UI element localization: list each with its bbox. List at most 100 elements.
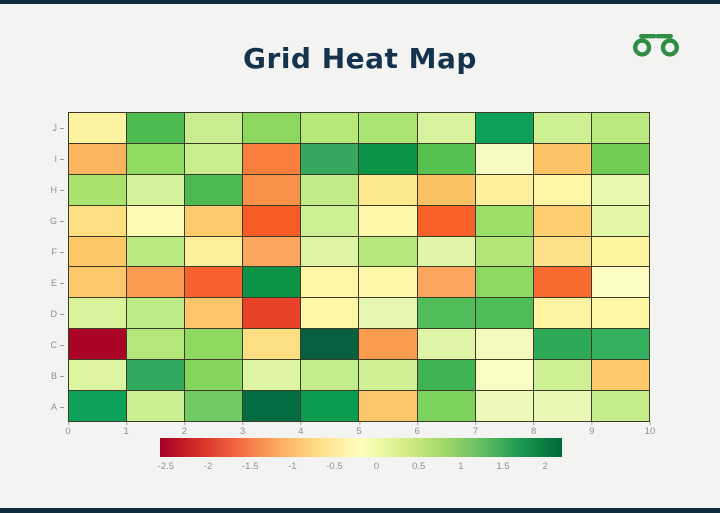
heatmap-cell-D7 <box>417 298 475 329</box>
x-tick-label-8: 8 <box>530 422 537 437</box>
x-tick-label-9: 9 <box>589 422 595 437</box>
heatmap-cell-A8 <box>475 391 533 421</box>
colorbar-tick--2.5: -2.5 <box>157 461 175 472</box>
colorbar-tick--1: -1 <box>288 461 297 472</box>
heatmap-cell-F3 <box>185 236 243 267</box>
heatmap-cell-H3 <box>185 174 243 205</box>
x-tick-label-3: 3 <box>239 422 246 437</box>
heatmap-cell-G3 <box>185 205 243 236</box>
colorbar-tick-1: 1 <box>458 461 464 472</box>
heatmap-cell-A3 <box>185 391 243 421</box>
heatmap-cell-C5 <box>301 329 359 360</box>
heatmap-cell-C1 <box>69 329 127 360</box>
x-tick-label-5: 5 <box>356 422 362 437</box>
heatmap-cell-F7 <box>417 236 475 267</box>
y-tick-label-C: C <box>40 329 64 360</box>
heatmap-cell-G9 <box>533 205 591 236</box>
y-tick-label-H: H <box>40 174 64 205</box>
x-tick-label-0: 0 <box>65 422 71 437</box>
y-tick-label-G: G <box>40 205 64 236</box>
y-tick-label-A: A <box>40 391 64 422</box>
heatmap-cell-I9 <box>533 143 591 174</box>
heatmap-cell-C6 <box>359 329 417 360</box>
heatmap-cell-B8 <box>475 360 533 391</box>
heatmap-cell-F8 <box>475 236 533 267</box>
heatmap-cell-F5 <box>301 236 359 267</box>
y-tick-label-I: I <box>40 143 64 174</box>
heatmap-cell-C4 <box>243 329 301 360</box>
heatmap-cell-H8 <box>475 174 533 205</box>
heatmap-cell-A10 <box>591 391 649 421</box>
heatmap-cell-I2 <box>127 143 185 174</box>
heatmap-cell-J4 <box>243 113 301 143</box>
x-tick-label-10: 10 <box>644 422 656 437</box>
y-tick-label-D: D <box>40 298 64 329</box>
heatmap-cell-A6 <box>359 391 417 421</box>
y-tick-label-J: J <box>40 112 64 143</box>
heatmap-cell-C10 <box>591 329 649 360</box>
heatmap-grid <box>68 112 650 422</box>
heatmap-cell-J7 <box>417 113 475 143</box>
heatmap-cell-G4 <box>243 205 301 236</box>
y-tick-label-F: F <box>40 236 64 267</box>
heatmap-cell-J8 <box>475 113 533 143</box>
heatmap-cell-B10 <box>591 360 649 391</box>
heatmap-cell-G1 <box>69 205 127 236</box>
heatmap-cell-A9 <box>533 391 591 421</box>
heatmap-cell-G7 <box>417 205 475 236</box>
bottom-accent-bar <box>0 508 720 513</box>
heatmap-cell-F9 <box>533 236 591 267</box>
heatmap-cell-A4 <box>243 391 301 421</box>
heatmap-cell-H1 <box>69 174 127 205</box>
heatmap-cell-C8 <box>475 329 533 360</box>
colorbar-tick-2: 2 <box>542 461 548 472</box>
heatmap-cell-F1 <box>69 236 127 267</box>
heatmap-cell-B2 <box>127 360 185 391</box>
heatmap-cell-A5 <box>301 391 359 421</box>
heatmap-cell-D8 <box>475 298 533 329</box>
y-tick-label-E: E <box>40 267 64 298</box>
x-tick-label-2: 2 <box>181 422 188 437</box>
heatmap-cell-J2 <box>127 113 185 143</box>
heatmap-cell-E5 <box>301 267 359 298</box>
heatmap-cell-D3 <box>185 298 243 329</box>
heatmap-cell-D2 <box>127 298 185 329</box>
heatmap-cell-I3 <box>185 143 243 174</box>
top-accent-bar <box>0 0 720 4</box>
heatmap-cell-E7 <box>417 267 475 298</box>
heatmap-cell-D1 <box>69 298 127 329</box>
heatmap-cell-J9 <box>533 113 591 143</box>
page-title: Grid Heat Map <box>243 42 477 75</box>
x-tick-label-6: 6 <box>414 422 420 437</box>
heatmap-cell-I1 <box>69 143 127 174</box>
heatmap-cell-E2 <box>127 267 185 298</box>
heatmap-cell-E1 <box>69 267 127 298</box>
colorbar-tick--1.5: -1.5 <box>241 461 259 472</box>
heatmap-cell-A1 <box>69 391 127 421</box>
heatmap-cell-H9 <box>533 174 591 205</box>
heatmap-cell-C2 <box>127 329 185 360</box>
heatmap-cell-B7 <box>417 360 475 391</box>
heatmap-cell-F6 <box>359 236 417 267</box>
heatmap-cell-A2 <box>127 391 185 421</box>
heatmap-cell-J5 <box>301 113 359 143</box>
heatmap-cell-E10 <box>591 267 649 298</box>
heatmap-cell-H6 <box>359 174 417 205</box>
heatmap-cell-G6 <box>359 205 417 236</box>
heatmap-cell-E6 <box>359 267 417 298</box>
colorbar-tick--2: -2 <box>203 461 213 472</box>
heatmap-cell-H5 <box>301 174 359 205</box>
heatmap-cell-G8 <box>475 205 533 236</box>
heatmap-cell-D10 <box>591 298 649 329</box>
colorbar-tick-labels: -2.5 -2 -1.5 -1 -0.5 0 0.5 1 1.5 2 <box>157 461 562 475</box>
heatmap-cell-C3 <box>185 329 243 360</box>
heatmap-cell-D6 <box>359 298 417 329</box>
heatmap-cell-H4 <box>243 174 301 205</box>
x-tick-label-7: 7 <box>472 422 479 437</box>
heatmap-cell-C7 <box>417 329 475 360</box>
heatmap-cell-I10 <box>591 143 649 174</box>
heatmap-cell-J1 <box>69 113 127 143</box>
heatmap-cell-B6 <box>359 360 417 391</box>
